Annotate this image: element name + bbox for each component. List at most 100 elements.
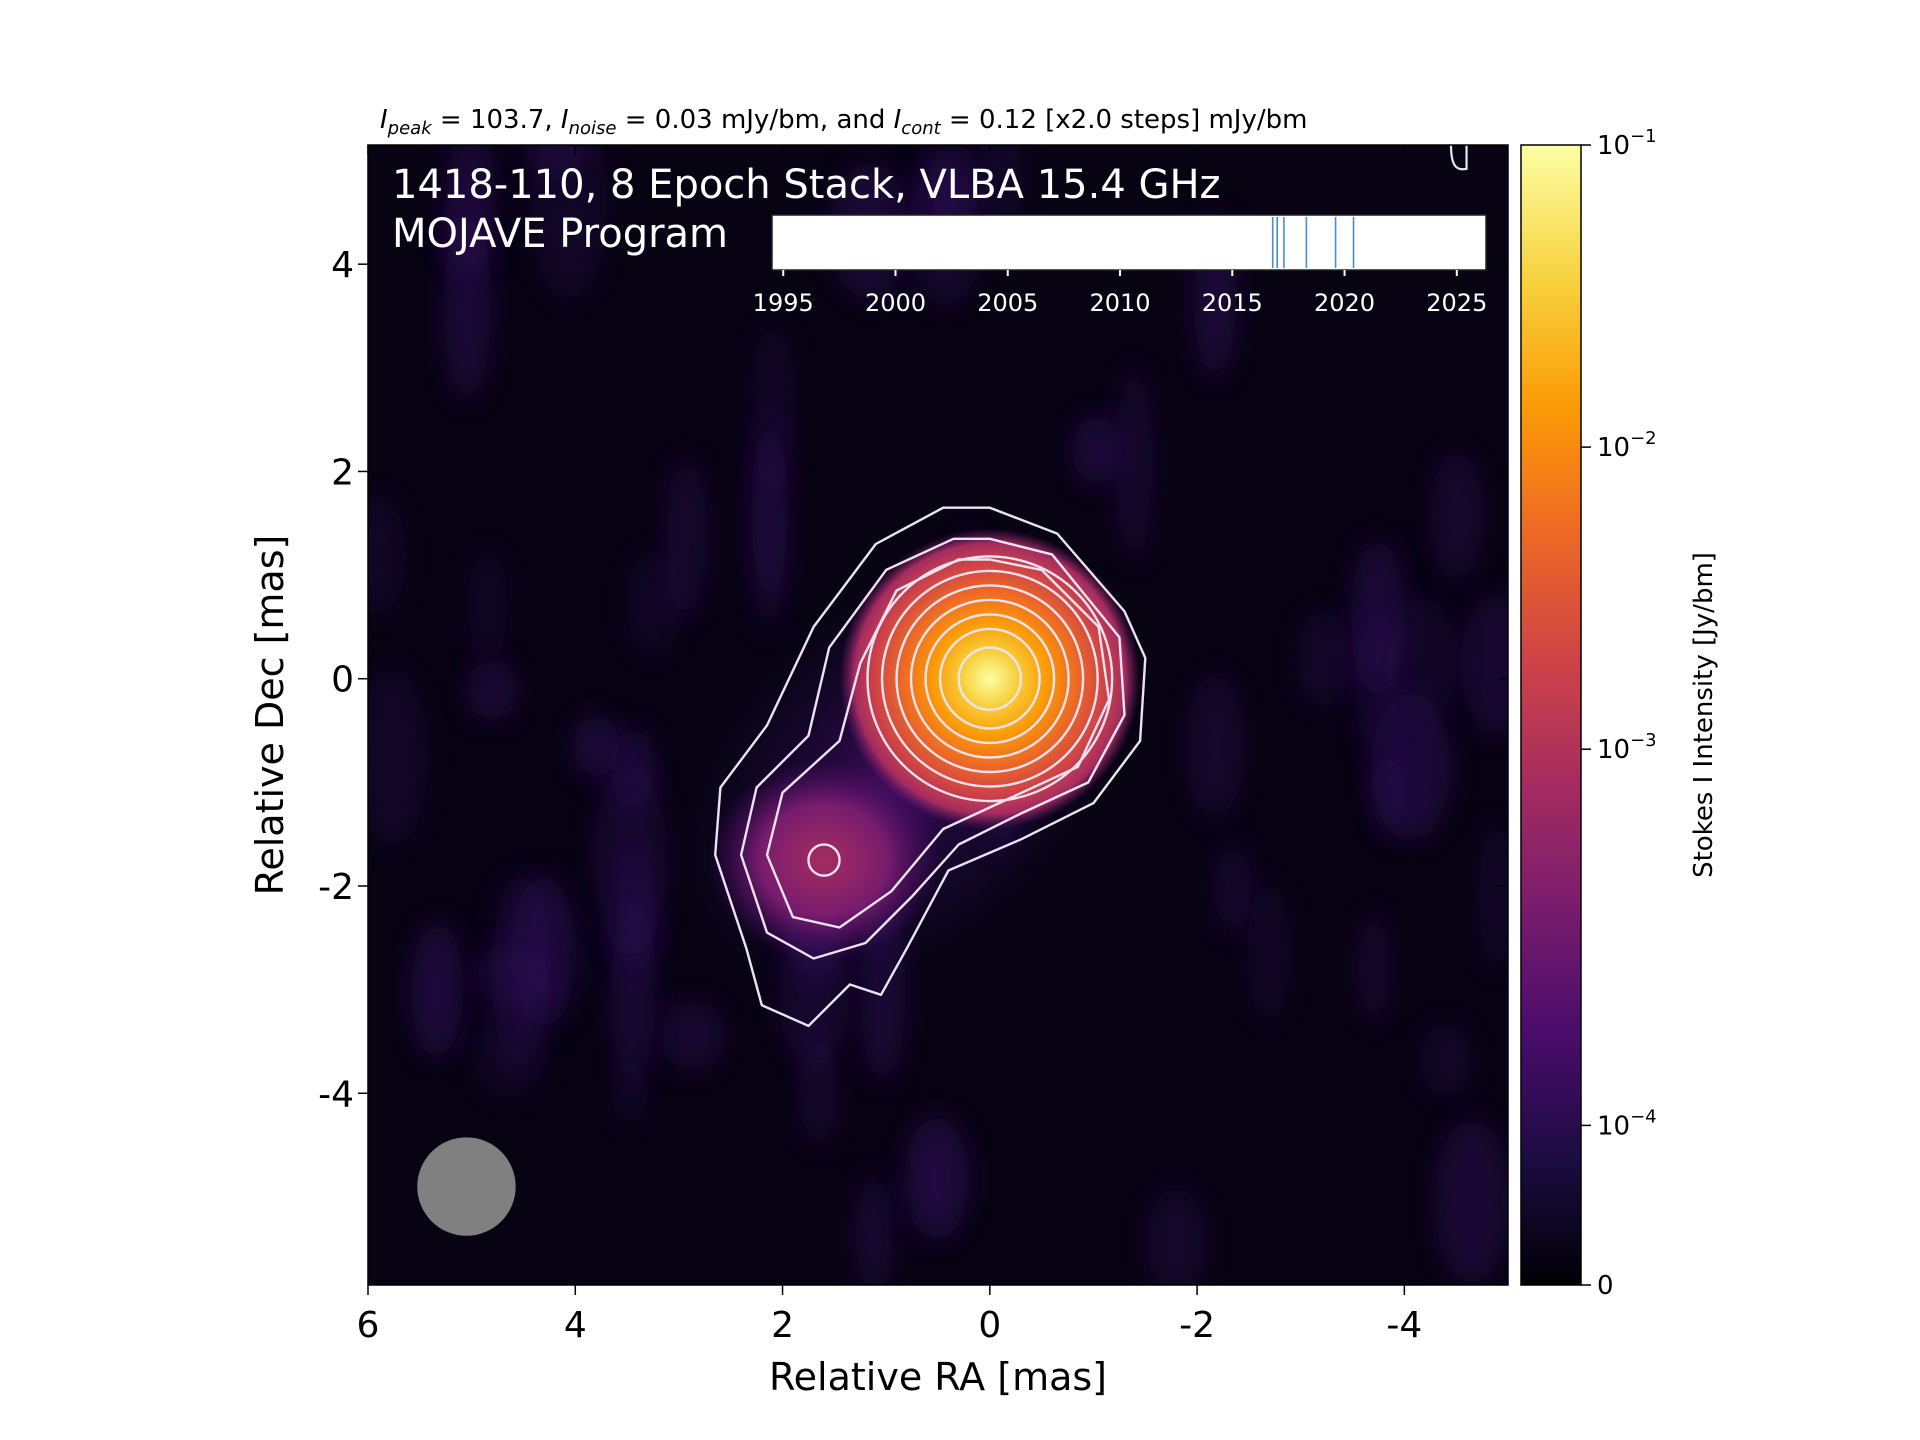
jet-contour	[739, 537, 1126, 960]
noise-patch	[800, 1037, 838, 1146]
jet-contour	[765, 558, 1111, 929]
noise-patch	[1431, 450, 1483, 581]
noise-patch	[593, 764, 668, 958]
header-segment: = 0.03 mJy/bm, and	[616, 105, 893, 135]
y-tick-label: 2	[331, 452, 354, 493]
colorbar-frame	[1520, 144, 1582, 1286]
x-tick-label: 6	[357, 1305, 380, 1346]
edge-contour	[1449, 145, 1468, 171]
noise-patch	[1421, 1023, 1472, 1097]
noise-patch	[930, 145, 979, 228]
timeline-epochs	[1271, 217, 1355, 268]
x-axis-ticks: 6 4 2 0 -2 -4	[357, 145, 1422, 1346]
colorbar: 10−1 10−2 10−3 10−4 0 Stokes I Intensity [Jy…	[1520, 126, 1719, 1301]
plot-frame	[367, 144, 1509, 1286]
header-segment: I	[894, 105, 902, 135]
noise-patch	[1371, 751, 1404, 835]
noise-patch	[751, 416, 789, 606]
noise-patch	[1073, 415, 1121, 486]
map-subtitle: MOJAVE Program	[392, 211, 728, 257]
core-contour	[866, 555, 1114, 803]
noise-patch	[661, 1000, 724, 1071]
noise-patch	[1435, 1119, 1508, 1284]
y-axis-label: Relative Dec [mas]	[248, 535, 292, 896]
noise-patch	[626, 550, 681, 657]
noise-patch	[368, 668, 428, 847]
colorbar-gradient	[1521, 145, 1581, 1285]
core-emission	[839, 528, 1141, 829]
core-contour	[938, 627, 1041, 730]
noise-patch	[467, 549, 508, 664]
noise-patch	[1358, 912, 1390, 1024]
noise-patch	[1215, 843, 1251, 935]
colorbar-tick-label: 10−1	[1597, 126, 1657, 161]
timeline-tick-label: 1995	[753, 289, 814, 317]
beam-ellipse	[417, 1137, 516, 1236]
jet-knot-emission	[707, 758, 941, 962]
noise-patch	[1298, 610, 1350, 708]
colorbar-tick-label: 0	[1597, 1271, 1614, 1301]
x-axis-label: Relative RA [mas]	[769, 1355, 1107, 1399]
colorbar-tick-label: 10−3	[1597, 730, 1657, 765]
noise-patch	[1115, 366, 1153, 565]
colorbar-tick-label: 10−4	[1597, 1106, 1657, 1141]
timeline-tick-label: 2005	[977, 289, 1038, 317]
map-title: 1418-110, 8 Epoch Stack, VLBA 15.4 GHz	[392, 162, 1221, 208]
noise-patch	[491, 872, 551, 1068]
noise-patch	[1247, 880, 1290, 1023]
core-contour	[924, 613, 1056, 745]
timeline-tick-label: 2020	[1314, 289, 1375, 317]
core-contour	[957, 646, 1023, 712]
jet-contour	[714, 506, 1147, 1028]
noise-patch	[1187, 673, 1243, 819]
beam-layer	[417, 1137, 516, 1236]
header-segment: I	[380, 105, 388, 135]
noise-patch	[411, 921, 463, 1060]
noise-patch	[1460, 594, 1508, 737]
core-contour	[880, 569, 1099, 788]
x-tick-label: 2	[771, 1305, 794, 1346]
timeline-tick-label: 2010	[1089, 289, 1150, 317]
noise-patch	[1385, 597, 1459, 719]
header-segment: I	[561, 105, 569, 135]
noise-patch	[525, 145, 586, 183]
y-tick-label: 0	[331, 660, 354, 701]
x-tick-label: -4	[1386, 1305, 1422, 1346]
header-segment: = 103.7,	[432, 105, 561, 135]
colorbar-label: Stokes I Intensity [Jy/bm]	[1689, 552, 1719, 878]
header-subscript: noise	[569, 118, 617, 139]
noise-patches	[368, 145, 1508, 1285]
header-subscript: cont	[901, 118, 941, 139]
y-tick-label: 4	[331, 245, 354, 286]
contour-layer	[714, 145, 1468, 1028]
noise-patch	[1479, 818, 1508, 974]
noise-patch	[368, 494, 406, 617]
plot-header: Ipeak = 103.7, Inoise = 0.03 mJy/bm, and…	[380, 105, 1307, 139]
noise-patch	[666, 457, 707, 620]
timeline-tick-label: 2015	[1202, 289, 1263, 317]
y-tick-label: -4	[318, 1074, 354, 1115]
timeline-box	[771, 214, 1487, 271]
x-tick-label: 4	[564, 1305, 587, 1346]
timeline-tick-label: 2000	[865, 289, 926, 317]
timeline-ticks: 1995 2000 2005 2010 2015 2020 2025	[753, 270, 1487, 317]
core-contour	[895, 584, 1085, 774]
noise-patch	[443, 211, 492, 401]
core-contour	[909, 598, 1070, 759]
y-axis-ticks: 4 2 0 -2 -4	[318, 245, 1508, 1115]
noise-patch	[530, 145, 608, 300]
colorbar-tick-label: 10−2	[1597, 428, 1657, 463]
x-tick-label: 0	[978, 1305, 1001, 1346]
noise-patch	[1146, 1187, 1207, 1285]
noise-patch	[977, 145, 1023, 228]
noise-patch	[467, 659, 518, 721]
knot-contour	[807, 843, 841, 877]
header-subscript: peak	[387, 118, 434, 139]
intensity-map	[368, 145, 1508, 1285]
timeline-tick-label: 2025	[1426, 289, 1487, 317]
epoch-timeline: 1995 2000 2005 2010 2015 2020 2025	[753, 214, 1487, 317]
noise-patch	[855, 1175, 894, 1285]
y-tick-label: -2	[318, 867, 354, 908]
x-tick-label: -2	[1179, 1305, 1215, 1346]
